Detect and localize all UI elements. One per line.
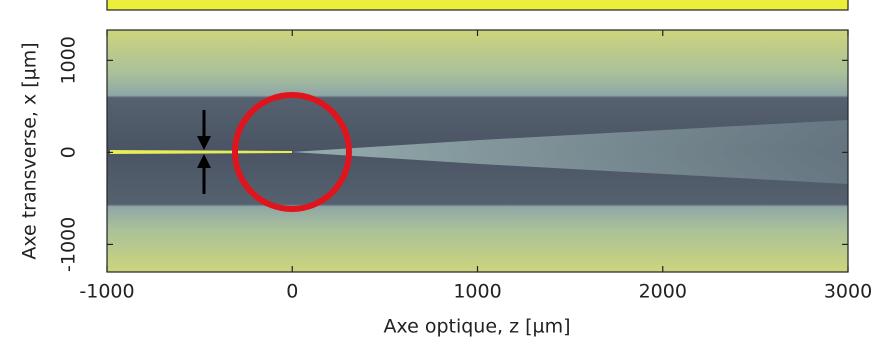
y-tick-label: 1000 [58, 36, 80, 84]
x-tick-label: 0 [286, 281, 298, 303]
y-tick-label: -1000 [58, 217, 80, 272]
arrows [197, 110, 211, 194]
highlight-circle [232, 92, 352, 212]
y-tick-label: 0 [58, 146, 80, 158]
x-tick-label: 2000 [639, 281, 687, 303]
heatmap [106, 29, 849, 273]
upper-panel [106, 0, 849, 11]
y-axis-label: Axe transverse, x [µm] [19, 42, 41, 259]
x-tick-label: 3000 [824, 281, 872, 303]
x-tick-label: -1000 [79, 281, 134, 303]
x-axis-label: Axe optique, z [µm] [383, 316, 570, 338]
x-tick-label: 1000 [453, 281, 501, 303]
